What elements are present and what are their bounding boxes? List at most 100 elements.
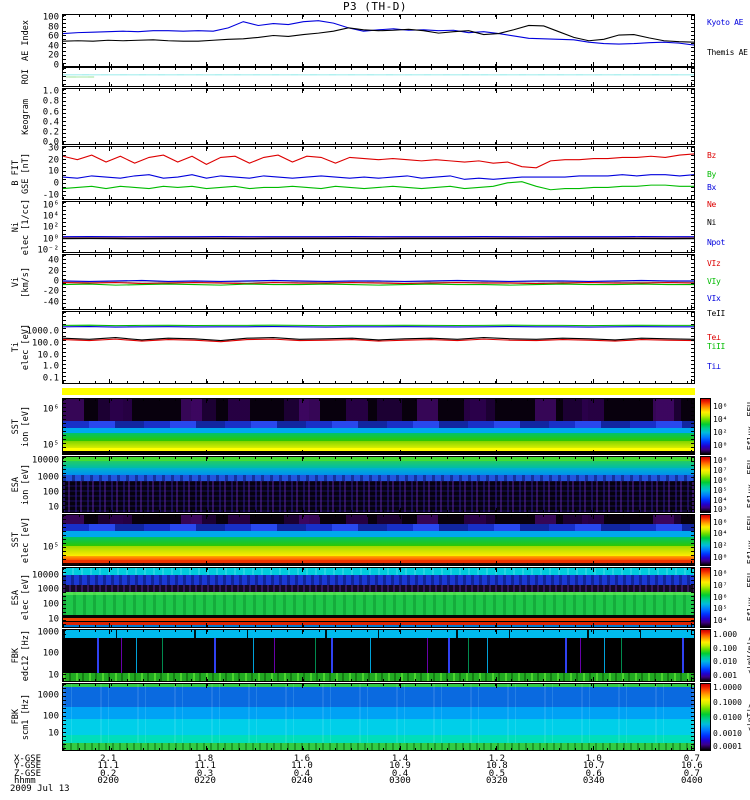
x-major-tick [690,89,692,93]
ytick-label: 0 [53,178,59,189]
x-major-tick [205,140,207,144]
colorbar-tick: 0.1000 [713,698,742,708]
x-major-tick [109,746,111,750]
ytick-label: 30 [48,143,59,154]
x-major-tick [109,508,111,512]
ytick-label: 10⁻² [37,245,59,256]
x-major-tick [690,399,692,403]
ytick-label: 10 [48,728,59,739]
spectrogram-band [63,735,694,744]
series-label-viz: VIz [707,258,721,268]
footer-value: 0.7 [683,768,700,779]
ytick-label: 1.0 [42,361,59,372]
x-major-tick [496,561,498,565]
footer-value: 0.7 [683,754,700,764]
x-major-tick [496,623,498,627]
x-major-tick [496,68,498,72]
panel-bfit: B FIT GSE [nT] 30 20 10 0 -10 Bz By Bx [11,144,716,200]
spectrogram-band [63,421,694,428]
x-major-tick [593,623,595,627]
colorbar-caption-text: <|nT|> [746,702,750,732]
panel-sst-elec: SST elec [eV] 10⁵ [11,514,695,566]
x-major-tick [690,508,692,512]
ytick-label: 100.0 [31,338,59,349]
x-major-tick [399,305,401,309]
x-major-tick [109,312,111,316]
ytick-label: 1000 [37,472,59,483]
series-label-vix: VIx [707,294,721,304]
colorbar-tick: 10⁰ [713,441,728,451]
colorbar-tick: 10⁶ [713,592,728,602]
footer-value: 10.6 [680,761,703,772]
x-major-tick [302,677,304,681]
x-major-tick [205,147,207,151]
x-major-tick [205,89,207,93]
x-major-tick [593,82,595,86]
x-major-tick [399,89,401,93]
footer-value: 10.9 [389,761,411,772]
x-major-tick [109,15,111,19]
colorbar-tick: 10⁷ [713,580,728,590]
x-major-tick [205,684,207,688]
ytick-label: -10 [42,190,59,201]
colorbar-tick: 10⁴ [713,496,728,505]
x-major-tick [205,515,207,519]
footer-value: 0.4 [391,768,409,779]
x-major-tick [205,630,207,634]
series-label-bz: Bz [707,150,717,160]
x-major-tick [496,62,498,66]
ylabel-roi: ROI [21,68,31,86]
x-major-tick [302,457,304,461]
x-major-tick [593,140,595,144]
panel-esa-ion: ESA ion [eV] 10000 1000 100 10 [11,456,695,513]
x-minor-ticks [63,312,694,314]
x-major-tick [496,515,498,519]
x-major-tick [496,684,498,688]
ytick-label: 100 [42,711,59,722]
x-major-tick [496,255,498,259]
x-major-tick [109,68,111,72]
cbar-esa-ion: 10⁸ 10⁷ 10⁶ 10⁵ 10⁴ 10³ Eflux, EFU [700,456,750,513]
x-major-tick [302,89,304,93]
ytick-label: 10000 [31,455,59,466]
lines-ae [63,15,694,66]
x-major-tick [496,82,498,86]
ytick-label: 100 [42,12,59,23]
x-major-tick [593,508,595,512]
footer-value: 1.4 [391,754,409,764]
x-major-tick [690,568,692,572]
panel-keo: Keogram 1.0 0.8 0.6 0.4 0.2 0.0 [21,87,695,147]
ylabel-sst-elec: SST elec [eV] [11,515,31,565]
x-major-tick [593,450,595,454]
ytick-label: 10 [48,670,59,681]
spectrogram-band [63,575,694,585]
x-minor-ticks [63,255,694,257]
ytick-label: 1000 [37,584,59,595]
x-major-tick [496,195,498,199]
spectrogram-band [63,399,694,421]
x-minor-ticks [63,684,694,686]
ytick-label: 0.8 [42,96,59,107]
x-major-tick [496,630,498,634]
x-minor-ticks [63,625,694,627]
x-major-tick [690,202,692,206]
spectrogram-band [63,743,694,750]
colorbar-tick: 10⁴ [713,529,728,538]
x-major-tick [593,248,595,252]
x-major-tick [302,630,304,634]
lines-roi [63,68,694,86]
panel-ni: Ni elec [1/cc] 10⁶ 10⁴ 10² 10⁰ 10⁻² Ne Ni Npot [11,199,725,255]
x-major-tick [399,15,401,19]
ytick-label: 100 [42,487,59,498]
x-major-tick [593,379,595,383]
x-major-tick [205,305,207,309]
colorbar-caption-text: Eflux, EFU [746,460,750,509]
colorbar-caption: Eflux, EFU [746,399,750,454]
x-major-tick [205,561,207,565]
x-major-tick [690,561,692,565]
series-label-bx: Bx [707,182,717,192]
colorbar-tick: 10⁶ [713,476,728,486]
x-major-tick [496,312,498,316]
x-major-tick [399,677,401,681]
colorbar-tick: 1.000 [713,630,738,640]
